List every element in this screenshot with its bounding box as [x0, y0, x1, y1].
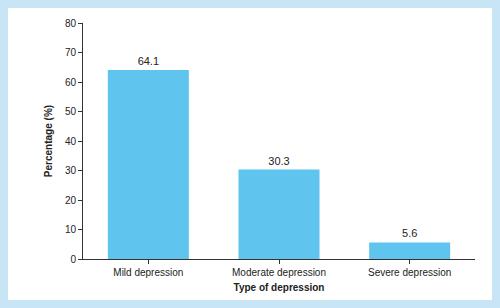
svg-text:10: 10 [65, 224, 77, 235]
svg-text:Severe depression: Severe depression [368, 267, 451, 278]
svg-text:40: 40 [65, 136, 77, 147]
svg-text:30: 30 [65, 165, 77, 176]
svg-text:Moderate depression: Moderate depression [232, 267, 326, 278]
svg-text:30.3: 30.3 [268, 155, 289, 167]
svg-text:60: 60 [65, 77, 77, 88]
svg-text:Mild depression: Mild depression [113, 267, 183, 278]
svg-text:70: 70 [65, 47, 77, 58]
svg-text:0: 0 [70, 254, 76, 265]
svg-text:50: 50 [65, 106, 77, 117]
svg-text:5.6: 5.6 [402, 227, 417, 239]
svg-text:Type of depression: Type of depression [234, 282, 325, 293]
svg-text:64.1: 64.1 [138, 55, 159, 67]
svg-text:Percentage (%): Percentage (%) [43, 105, 54, 177]
svg-text:20: 20 [65, 195, 77, 206]
svg-text:80: 80 [65, 18, 77, 29]
